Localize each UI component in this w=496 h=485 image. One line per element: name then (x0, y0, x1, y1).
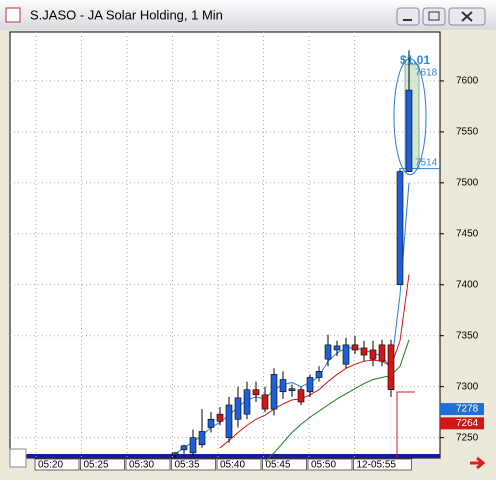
x-label-box (171, 458, 216, 471)
moving-average-line (219, 274, 410, 449)
candle-body (378, 344, 386, 362)
plot: 7250 7300 7350 7400 7450 7500 7550 7600 05:20 05:… (10, 32, 484, 471)
candle-body (288, 388, 296, 392)
candle-body (171, 452, 179, 456)
x-tick-label: 05:30 (129, 460, 154, 471)
scroll-right-arrow[interactable] (470, 456, 486, 470)
y-tick-label: 7550 (456, 127, 479, 138)
y-tick-label: 7350 (456, 330, 479, 341)
volume-strip (10, 454, 440, 458)
x-label-box (353, 458, 412, 471)
candle-body (225, 404, 233, 438)
close-icon (461, 11, 473, 22)
x-label-box (34, 458, 80, 471)
minimize-icon (403, 19, 412, 21)
candle-body (207, 418, 215, 428)
y-tick-label: 7300 (456, 381, 479, 392)
candle-body (252, 389, 260, 396)
candle-body (189, 437, 197, 454)
candle-body (360, 347, 368, 356)
restore-button[interactable] (422, 7, 446, 26)
scroll-box[interactable] (9, 448, 27, 468)
candle-body (396, 171, 404, 286)
candle-body (405, 89, 413, 172)
y-tick-label: 7450 (456, 228, 479, 239)
candle-body (243, 389, 251, 415)
minimize-button[interactable] (396, 7, 420, 26)
app-icon (5, 7, 21, 23)
x-tick-label: 12-05:55 (357, 460, 397, 471)
selection-ellipse (393, 58, 427, 176)
candle-body (270, 374, 278, 410)
candle-body (261, 394, 269, 410)
low-annotation: 7514 (415, 158, 438, 169)
candle-body (279, 379, 287, 393)
candle-body (234, 397, 242, 420)
price-marker (440, 403, 484, 416)
y-tick-label: 7250 (456, 432, 479, 443)
high-annotation: 7618 (415, 68, 438, 79)
candle-body (180, 445, 188, 451)
x-label-box (80, 458, 125, 471)
x-label-box (125, 458, 171, 471)
plot-area (9, 31, 441, 459)
x-label-box (216, 458, 262, 471)
x-tick-label: 05:40 (220, 460, 245, 471)
window-controls[interactable] (396, 7, 486, 26)
x-tick-label: 05:50 (311, 460, 336, 471)
last-price-line (396, 391, 415, 458)
y-tick-label: 7600 (456, 76, 479, 87)
price-marker-label: 7264 (456, 418, 479, 429)
x-tick-label: 05:20 (38, 460, 63, 471)
price-marker (440, 417, 484, 430)
y-tick-label: 7500 (456, 177, 479, 188)
x-tick-label: 05:25 (84, 460, 109, 471)
moving-average-line (264, 339, 410, 462)
x-label-box (262, 458, 307, 471)
candle-body (333, 345, 341, 351)
candle-body (324, 344, 332, 360)
candle-body (315, 371, 323, 378)
candle-body (387, 344, 395, 391)
candle-body (351, 344, 359, 351)
x-tick-label: 05:35 (175, 460, 200, 471)
candle-body (297, 389, 305, 403)
window-title: S.JASO - JA Solar Holding, 1 Min (30, 7, 223, 22)
change-annotation: $1.01 (400, 53, 430, 67)
x-label-box (307, 458, 353, 471)
restore-icon (428, 11, 440, 21)
candle-body (216, 413, 224, 422)
candle-body (369, 349, 377, 360)
candle-body (306, 377, 314, 393)
candle-body (342, 344, 350, 365)
y-tick-label: 7400 (456, 279, 479, 290)
x-tick-label: 05:45 (266, 460, 291, 471)
candle-body (198, 431, 206, 446)
price-marker-label: 7278 (456, 404, 479, 415)
